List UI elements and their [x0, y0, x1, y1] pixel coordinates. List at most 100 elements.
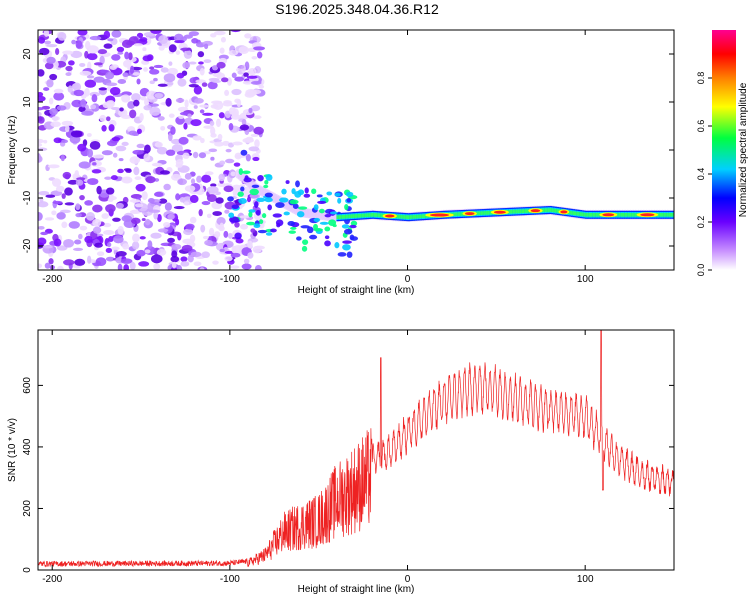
noise-cell [183, 228, 194, 236]
noise-cell [197, 51, 205, 58]
noise-cell [71, 39, 77, 45]
dispersed-fragment [324, 226, 331, 232]
carrier-band-inner [350, 214, 353, 219]
carrier-band-inner [670, 213, 673, 217]
bottom-x-axis-label: Height of straight line (km) [298, 584, 415, 595]
dispersed-fragment [246, 221, 256, 226]
noise-cell [77, 143, 87, 152]
noise-cell [76, 177, 86, 181]
noise-cell [105, 187, 115, 195]
noise-cell [220, 36, 226, 43]
carrier-band-inner [348, 214, 352, 219]
noise-cell [212, 64, 219, 71]
carrier-band-inner [595, 213, 599, 217]
noise-cell [158, 198, 168, 204]
noise-cell [118, 157, 124, 162]
noise-cell [150, 254, 163, 264]
carrier-band-inner [340, 215, 343, 219]
noise-cell [144, 98, 150, 106]
noise-cell [177, 178, 188, 186]
carrier-band-inner [585, 213, 588, 217]
noise-cell [78, 233, 83, 240]
noise-cell [224, 255, 233, 262]
carrier-band-inner [418, 214, 421, 219]
noise-cell [224, 89, 230, 97]
carrier-band-inner [423, 214, 426, 218]
noise-cell [170, 126, 176, 135]
noise-cell [98, 87, 108, 91]
noise-cell [206, 213, 212, 219]
carrier-band-inner [370, 213, 373, 217]
carrier-band-inner [510, 209, 513, 214]
dispersed-fragment [272, 213, 283, 218]
noise-cell [48, 97, 54, 105]
noise-cell [149, 103, 160, 107]
noise-cell [87, 52, 98, 61]
noise-cell [59, 209, 71, 214]
noise-cell [248, 107, 253, 114]
noise-cell [208, 148, 218, 153]
carrier-band-inner [485, 211, 488, 215]
noise-cell [79, 225, 88, 231]
dispersed-fragment [257, 174, 264, 182]
bottom-x-tick-label: 100 [577, 574, 594, 585]
noise-cell [134, 176, 142, 181]
carrier-band-inner [514, 209, 517, 214]
noise-cell [70, 130, 83, 138]
noise-cell [108, 236, 114, 243]
noise-cell [163, 183, 171, 191]
noise-cell [248, 68, 257, 76]
noise-cell [40, 231, 49, 236]
noise-cell [115, 145, 127, 152]
carrier-band-inner [407, 215, 410, 219]
dispersed-fragment [264, 197, 273, 203]
dispersed-fragment [302, 239, 309, 245]
noise-cell [253, 115, 262, 120]
noise-cell [68, 221, 80, 229]
noise-cell [121, 215, 133, 222]
noise-cell [149, 69, 160, 75]
top-y-ticks: 20 10 0 -10 -20 [22, 48, 674, 253]
bottom-y-tick-label: 0 [22, 567, 33, 573]
noise-cell [57, 31, 67, 41]
noise-cell [136, 249, 146, 257]
noise-cell [46, 79, 54, 88]
noise-cell [84, 79, 97, 88]
carrier-band-inner [586, 213, 590, 217]
noise-cell [200, 224, 206, 233]
noise-cell [176, 264, 183, 270]
noise-cell [132, 72, 141, 76]
noise-cell [198, 61, 204, 65]
noise-cell [202, 235, 209, 240]
noise-cell [158, 45, 165, 51]
noise-cell [117, 168, 124, 174]
carrier-band-inner [421, 214, 424, 219]
carrier-band-inner [524, 209, 527, 213]
noise-cell [253, 46, 266, 51]
noise-cell [101, 150, 113, 156]
carrier-band-inner [457, 212, 460, 216]
carrier-band-inner [343, 214, 346, 219]
noise-cell [38, 95, 46, 102]
noise-cell [64, 202, 75, 206]
noise-cell [90, 104, 97, 110]
carrier-band-inner [363, 213, 366, 218]
noise-cell [105, 71, 115, 80]
noise-cell [150, 30, 162, 34]
noise-cell [71, 99, 83, 108]
noise-cell [178, 115, 185, 119]
noise-cell [87, 61, 92, 70]
noise-cell [44, 62, 54, 70]
noise-cell [209, 120, 215, 126]
noise-cell [70, 50, 83, 59]
noise-cell [148, 209, 161, 213]
bottom-y-tick-label: 600 [22, 377, 33, 394]
noise-cell [199, 68, 205, 76]
dispersed-fragment [229, 216, 240, 223]
noise-cell [154, 92, 164, 99]
noise-cell [204, 239, 214, 246]
noise-cell [238, 46, 250, 54]
noise-cell [143, 105, 152, 111]
noise-cell [242, 80, 253, 85]
